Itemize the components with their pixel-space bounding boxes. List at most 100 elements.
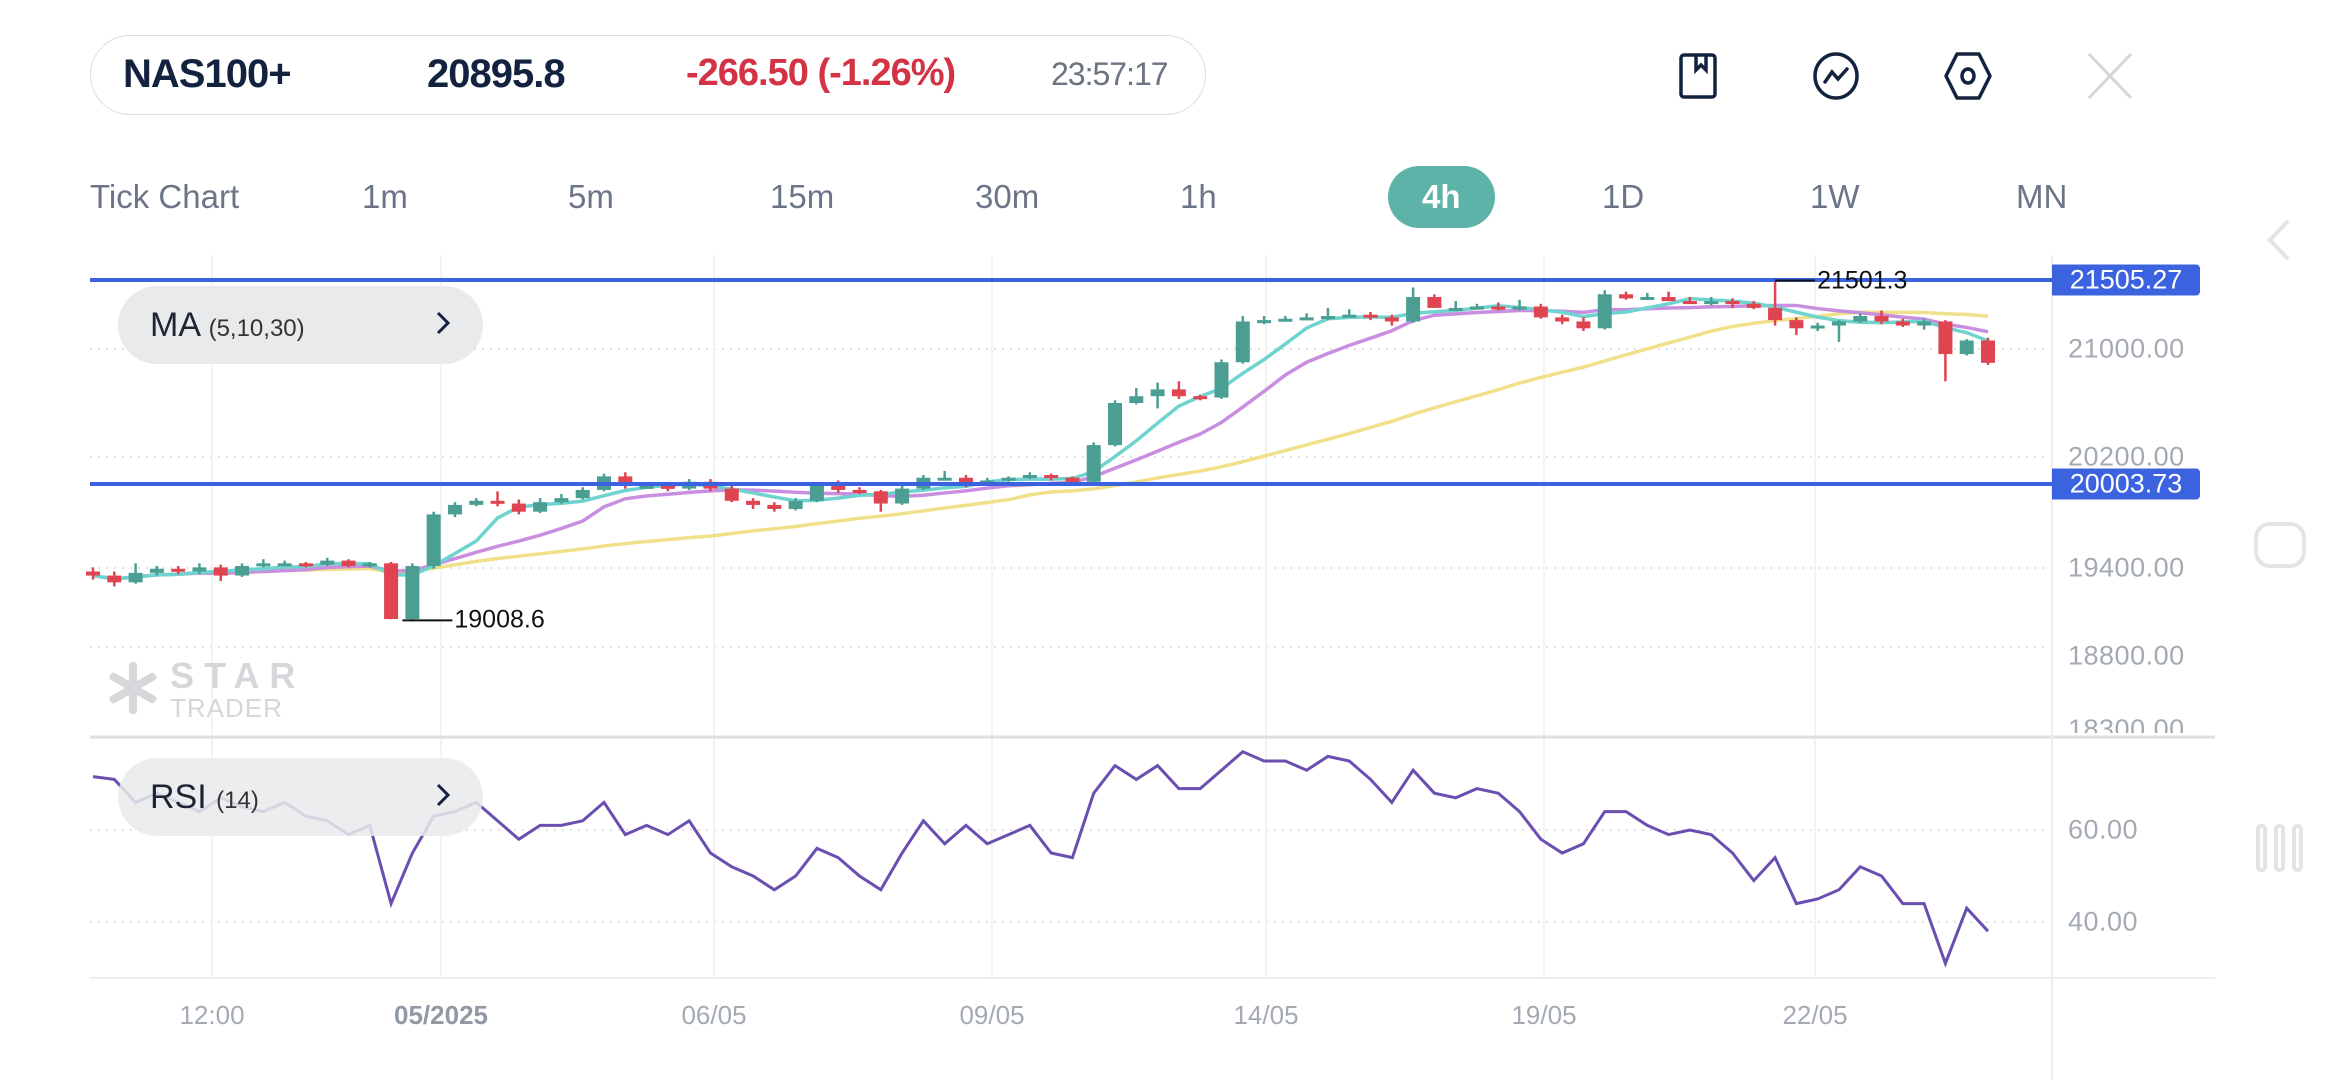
- candle-body: [1065, 477, 1080, 482]
- candle: [86, 567, 100, 580]
- watermark-line2: TRADER: [170, 693, 283, 723]
- candle: [1555, 314, 1570, 325]
- rsi-indicator-button[interactable]: RSI (14): [118, 758, 483, 836]
- candle-body: [1789, 320, 1804, 329]
- x-tick: 09/05: [959, 1000, 1025, 1030]
- candle-body: [405, 566, 420, 620]
- candle: [1235, 316, 1250, 364]
- candle-body: [256, 563, 271, 567]
- candle-body: [1746, 303, 1761, 308]
- candle: [1491, 302, 1506, 311]
- symbol-name: NAS100+: [123, 52, 292, 96]
- bookmark-icon[interactable]: [1674, 50, 1726, 102]
- home-nav-icon[interactable]: [2252, 520, 2308, 570]
- candle: [235, 563, 250, 577]
- y-tick: 20200.00: [2068, 441, 2185, 472]
- candle-body: [192, 567, 207, 572]
- ma-indicator-button[interactable]: MA (5,10,30): [118, 286, 483, 364]
- timeframe-15m[interactable]: 15m: [770, 178, 835, 215]
- candle-body: [1363, 314, 1378, 318]
- candle: [298, 561, 313, 568]
- candle-body: [746, 500, 761, 505]
- close-icon[interactable]: [2084, 50, 2136, 102]
- timeframe-1d[interactable]: 1D: [1602, 178, 1645, 215]
- candle-body: [1320, 316, 1335, 320]
- price-change: -266.50 (-1.26%): [686, 52, 956, 94]
- candle: [511, 499, 526, 515]
- candle: [1257, 316, 1272, 325]
- candle-body: [277, 563, 292, 567]
- candle-body: [937, 477, 952, 481]
- candle: [1469, 303, 1484, 310]
- candle-body: [1022, 475, 1037, 479]
- candle-body: [1725, 301, 1740, 305]
- chart-line-icon[interactable]: [1810, 50, 1862, 102]
- watermark: STAR TRADER: [170, 655, 305, 724]
- timeframe-4h[interactable]: 4h: [1388, 166, 1495, 228]
- candle-body: [1491, 306, 1506, 310]
- candle: [1874, 310, 1889, 325]
- level-badge-upper[interactable]: 21505.27: [2052, 264, 2200, 296]
- timeframe-1m[interactable]: 1m: [362, 178, 408, 215]
- candle-body: [809, 485, 824, 501]
- candle-body: [1640, 297, 1655, 301]
- candle: [1129, 388, 1144, 405]
- candle-body: [895, 488, 910, 504]
- server-time: 23:57:17: [1051, 56, 1169, 92]
- candle-body: [1533, 306, 1548, 318]
- candle: [128, 563, 143, 584]
- y-tick: 19400.00: [2068, 552, 2185, 583]
- back-nav-icon[interactable]: [2258, 215, 2302, 265]
- candle-body: [873, 491, 888, 504]
- candle: [405, 563, 420, 621]
- candle-body: [788, 500, 803, 509]
- timeframe-5m[interactable]: 5m: [568, 178, 614, 215]
- candle-body: [1150, 389, 1165, 397]
- horizontal-level-lines: [90, 278, 2052, 622]
- candle-body: [1342, 314, 1357, 318]
- chevron-right-icon: [436, 783, 451, 807]
- candle-body: [235, 566, 250, 576]
- symbol-header: NAS100+ 20895.8 -266.50 (-1.26%) 23:57:1…: [90, 35, 1206, 115]
- timeframe-1w[interactable]: 1W: [1810, 178, 1860, 215]
- candle-body: [1512, 306, 1527, 310]
- candle: [1150, 382, 1165, 409]
- candle: [1831, 320, 1846, 342]
- candle: [1661, 291, 1676, 302]
- candle-body: [1576, 321, 1591, 329]
- rsi-params: (14): [216, 787, 259, 814]
- candle-body: [1682, 301, 1697, 305]
- candle-body: [639, 485, 654, 489]
- candle: [192, 563, 207, 575]
- y-tick: 18300.00: [2068, 714, 2185, 733]
- candle-body: [958, 477, 973, 485]
- candle-body: [1129, 396, 1144, 403]
- last-price: 20895.8: [427, 52, 566, 96]
- candle: [873, 489, 888, 512]
- candle-body: [1235, 321, 1250, 363]
- timeframe-mn[interactable]: MN: [2016, 178, 2068, 215]
- rsi-y-tick: 40.00: [2068, 906, 2139, 937]
- candle: [447, 502, 462, 518]
- settings-hex-icon[interactable]: [1942, 50, 1994, 102]
- candle: [1576, 317, 1591, 331]
- candle: [1193, 394, 1208, 401]
- level-badge-lower[interactable]: 20003.73: [2052, 468, 2200, 500]
- timeframe-30m[interactable]: 30m: [975, 178, 1040, 215]
- candle: [1363, 311, 1378, 321]
- candle: [1959, 339, 1974, 356]
- candle: [213, 564, 228, 581]
- candle: [1448, 301, 1463, 311]
- timeframe-1h[interactable]: 1h: [1180, 178, 1217, 215]
- timeframe-tick-chart[interactable]: Tick Chart: [90, 178, 240, 215]
- x-tick: 12:00: [179, 1000, 245, 1030]
- x-tick: 22/05: [1782, 1000, 1848, 1030]
- candle-body: [426, 514, 441, 567]
- candle: [1917, 318, 1932, 330]
- candle-body: [1384, 317, 1399, 322]
- candle-body: [831, 485, 846, 490]
- candle: [320, 557, 335, 567]
- x-tick: 19/05: [1511, 1000, 1577, 1030]
- recents-nav-icon[interactable]: [2252, 822, 2308, 878]
